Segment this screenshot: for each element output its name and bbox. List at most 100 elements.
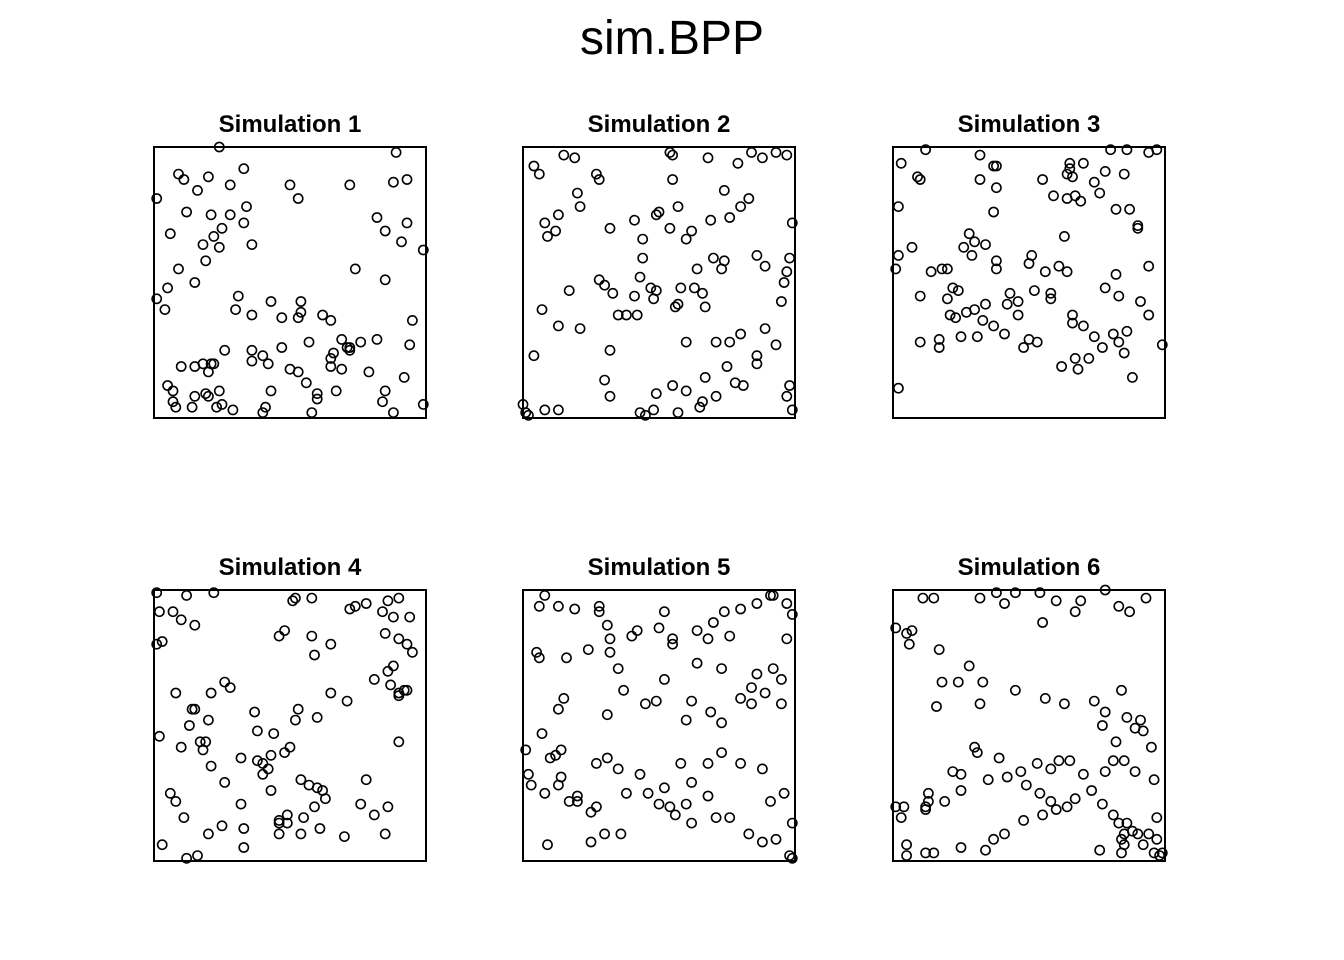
- data-point: [387, 407, 399, 418]
- data-point: [563, 285, 575, 296]
- data-point: [1045, 287, 1057, 299]
- data-point: [1061, 801, 1073, 813]
- data-point: [702, 633, 714, 645]
- data-point: [1056, 361, 1067, 372]
- data-point: [1124, 203, 1135, 215]
- data-point: [289, 714, 301, 726]
- data-point: [279, 747, 290, 758]
- data-point: [1061, 266, 1073, 278]
- data-point: [401, 174, 413, 185]
- data-point: [631, 625, 643, 636]
- data-point: [735, 201, 746, 212]
- data-point: [615, 828, 627, 840]
- data-point: [1151, 833, 1163, 845]
- data-point: [966, 249, 978, 261]
- data-point: [533, 600, 545, 612]
- data-point: [151, 587, 163, 599]
- data-point: [246, 239, 258, 250]
- data-point: [382, 595, 394, 607]
- data-point: [599, 374, 610, 386]
- data-point: [716, 717, 727, 729]
- figure-title: sim.BPP: [579, 12, 765, 65]
- data-point: [151, 193, 163, 204]
- data-point: [235, 752, 247, 764]
- data-point: [1018, 342, 1029, 353]
- data-point: [156, 636, 168, 647]
- data-point: [653, 206, 665, 218]
- panel-title: Simulation 5: [588, 554, 731, 581]
- data-point: [1078, 320, 1089, 332]
- data-point: [309, 649, 320, 661]
- data-point: [933, 644, 945, 655]
- data-point: [292, 703, 304, 715]
- data-point: [963, 660, 975, 672]
- data-point: [691, 263, 703, 275]
- window-frame: [522, 589, 796, 862]
- data-point: [162, 282, 173, 294]
- data-point: [404, 611, 416, 623]
- data-point: [189, 703, 201, 715]
- data-point: [1020, 779, 1032, 791]
- data-point: [743, 828, 755, 840]
- data-point: [1029, 285, 1040, 296]
- data-point: [230, 304, 241, 315]
- data-point: [667, 633, 678, 645]
- panel-2: Simulation 2: [517, 111, 798, 421]
- data-point: [202, 390, 214, 402]
- data-point: [686, 817, 697, 829]
- data-point: [219, 344, 231, 356]
- data-point: [1107, 809, 1119, 821]
- data-point: [265, 296, 277, 307]
- data-point: [988, 833, 999, 845]
- data-point: [1088, 176, 1100, 188]
- data-point: [599, 828, 610, 840]
- data-point: [349, 600, 361, 612]
- data-point: [325, 361, 337, 372]
- data-point: [1069, 190, 1081, 202]
- data-point: [1067, 309, 1078, 321]
- data-point: [746, 146, 757, 158]
- data-point: [634, 271, 646, 283]
- data-point: [1067, 317, 1078, 329]
- data-point: [393, 633, 405, 645]
- data-point: [1132, 222, 1144, 234]
- data-point: [170, 401, 182, 413]
- data-point: [901, 850, 912, 861]
- data-point: [213, 241, 225, 253]
- data-point: [1075, 195, 1087, 207]
- data-point: [164, 228, 176, 240]
- data-point: [767, 663, 779, 674]
- data-point: [1088, 695, 1100, 707]
- data-point: [680, 385, 692, 397]
- data-point: [574, 323, 586, 334]
- data-point: [784, 252, 795, 264]
- data-point: [737, 380, 749, 391]
- data-point: [980, 239, 991, 250]
- data-point: [379, 274, 391, 286]
- data-point: [1075, 595, 1087, 607]
- data-point: [653, 622, 665, 634]
- data-point: [178, 174, 190, 185]
- data-point: [988, 206, 999, 218]
- data-point: [246, 309, 258, 321]
- data-point: [991, 182, 1002, 194]
- data-point: [770, 833, 782, 845]
- data-point: [1026, 249, 1038, 261]
- data-point: [593, 606, 605, 618]
- data-point: [999, 828, 1010, 840]
- data-point: [189, 619, 201, 631]
- data-point: [404, 339, 416, 351]
- data-point: [417, 244, 429, 256]
- data-point: [718, 606, 730, 618]
- data-point: [708, 617, 719, 628]
- data-point: [205, 687, 217, 699]
- data-point: [971, 331, 983, 343]
- data-point: [599, 279, 610, 291]
- data-point: [539, 590, 551, 601]
- data-point: [379, 385, 391, 397]
- data-point: [1118, 168, 1130, 180]
- data-point: [325, 352, 337, 364]
- data-point: [691, 625, 703, 636]
- data-point: [153, 606, 165, 618]
- data-point: [311, 393, 323, 405]
